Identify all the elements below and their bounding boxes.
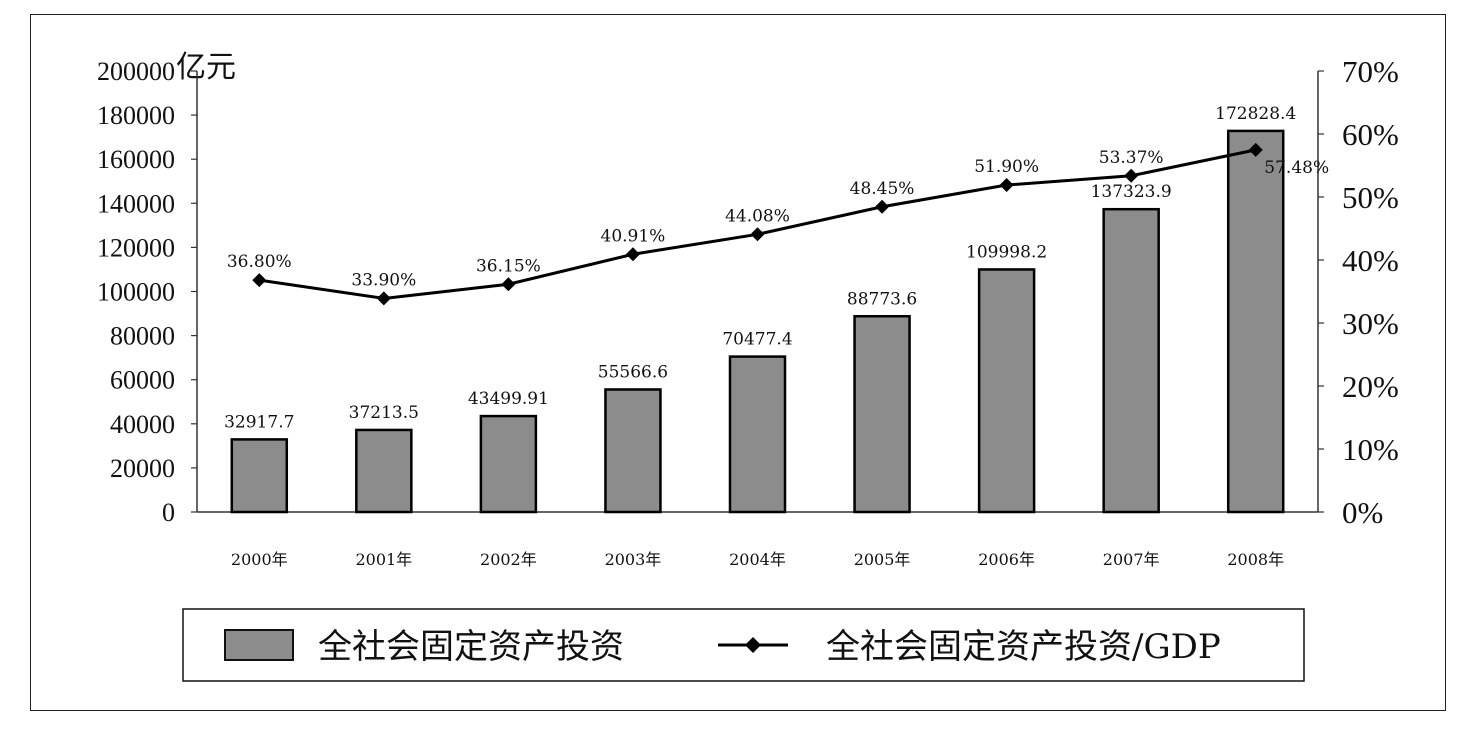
line-value-label: 48.45% (850, 179, 915, 199)
y-left-tick-label: 200000 (97, 57, 175, 86)
line-value-label: 57.48% (1264, 158, 1329, 178)
bar (728, 355, 787, 514)
y-left-tick-label: 60000 (110, 366, 175, 395)
y-right-tick-label: 30% (1342, 306, 1399, 341)
bar-value-label: 43499.91 (468, 389, 549, 409)
y-right-tick-label: 20% (1342, 369, 1399, 404)
line-marker (1124, 168, 1139, 183)
y-right-tick-label: 10% (1342, 432, 1399, 467)
y-left-tick-label: 40000 (110, 410, 175, 439)
line-marker (252, 273, 267, 288)
line-value-label: 40.91% (601, 226, 666, 246)
y-left-tick-label: 160000 (97, 145, 175, 174)
line-value-label: 36.15% (476, 256, 541, 276)
bar-value-label: 172828.4 (1215, 104, 1296, 124)
line-value-label: 36.80% (227, 252, 292, 272)
y-left-tick-label: 80000 (110, 322, 175, 351)
bar-value-label: 70477.4 (722, 330, 792, 350)
line-marker (999, 178, 1014, 193)
y-left-tick-label: 0 (162, 498, 175, 527)
bar-value-label: 37213.5 (349, 403, 419, 423)
y-right-tick-label: 70% (1342, 54, 1399, 89)
legend-line-marker (745, 637, 761, 653)
bar (355, 428, 413, 514)
line-value-label: 53.37% (1099, 148, 1164, 168)
y-left-unit-label: 亿元 (176, 50, 236, 85)
x-tick-label: 2006年 (978, 550, 1035, 569)
line-value-label: 44.08% (725, 206, 790, 226)
line-value-label: 51.90% (974, 157, 1039, 177)
line-marker (875, 199, 890, 214)
x-tick-label: 2003年 (605, 550, 662, 569)
bar-value-label: 109998.2 (966, 242, 1047, 262)
y-left-tick-label: 180000 (97, 101, 175, 130)
bar (1226, 129, 1285, 514)
bar (977, 268, 1036, 514)
bar-value-label: 88773.6 (847, 289, 917, 309)
bar-value-label: 137323.9 (1091, 182, 1172, 202)
bar (853, 315, 911, 514)
y-left-tick-label: 140000 (97, 189, 175, 218)
bar (230, 438, 289, 514)
y-right-tick-label: 40% (1342, 243, 1399, 278)
legend-line-label: 全社会固定资产投资/GDP (826, 627, 1221, 667)
legend-bar-label: 全社会固定资产投资 (318, 627, 624, 667)
bar (604, 388, 662, 514)
line-marker (625, 247, 640, 262)
y-right-tick-label: 60% (1342, 117, 1399, 152)
legend-bar-swatch (224, 629, 294, 661)
y-left-tick-label: 120000 (97, 233, 175, 262)
y-left-tick-label: 20000 (110, 454, 175, 483)
bar-value-label: 55566.6 (598, 362, 668, 382)
bar (479, 414, 538, 514)
x-tick-label: 2004年 (729, 550, 786, 569)
line-value-label: 33.90% (351, 270, 416, 290)
x-tick-label: 2001年 (355, 550, 412, 569)
line-marker (750, 227, 765, 242)
bar-value-label: 32917.7 (224, 412, 294, 432)
x-tick-label: 2000年 (231, 550, 288, 569)
bar (1102, 207, 1160, 514)
line-marker (1248, 142, 1263, 157)
x-tick-label: 2007年 (1103, 550, 1160, 569)
line-marker (501, 277, 516, 292)
y-left-tick-label: 100000 (97, 278, 175, 307)
x-tick-label: 2008年 (1227, 550, 1284, 569)
x-tick-label: 2005年 (854, 550, 911, 569)
y-right-tick-label: 50% (1342, 180, 1399, 215)
x-tick-label: 2002年 (480, 550, 537, 569)
line-marker (376, 291, 391, 306)
y-right-tick-label: 0% (1342, 495, 1383, 530)
